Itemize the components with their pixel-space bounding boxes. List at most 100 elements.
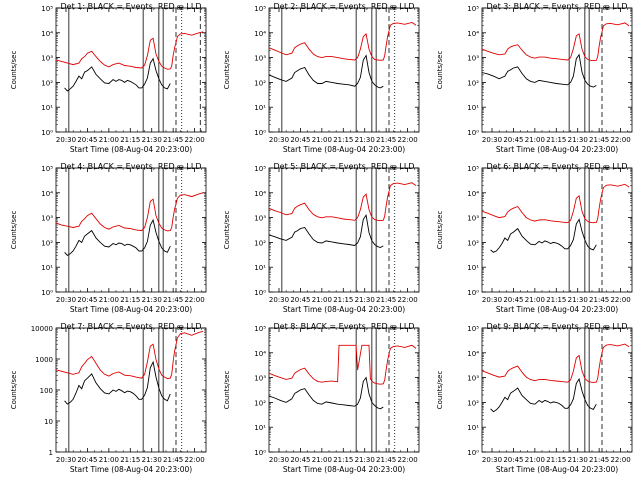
series-red-line — [481, 183, 630, 224]
detector-panel-3: 10⁰ 10¹ 10² 10³ 10⁴ 10⁵ 20:30 20:45 21:00 21:15 21… — [426, 0, 639, 160]
x-tick-label: 21:45 — [589, 136, 609, 144]
detector-panel-1: 10⁰ 10¹ 10² 10³ 10⁴ 10⁵ 20:30 20:45 21:00 21:15 21… — [0, 0, 213, 160]
x-tick-label: 21:15 — [546, 456, 566, 464]
x-tick-label: 20:45 — [503, 136, 523, 144]
y-axis-label: Counts/sec — [436, 211, 444, 250]
x-tick-label: 22:00 — [397, 296, 417, 304]
x-tick-label: 21:00 — [525, 296, 545, 304]
x-axis-label: Start Time (08-Aug-04 20:23:00) — [283, 305, 405, 314]
x-tick-label: 21:00 — [99, 456, 119, 464]
marker-label: 02 — [602, 325, 610, 332]
x-tick-label: 21:15 — [333, 296, 353, 304]
x-axis-label: Start Time (08-Aug-04 20:23:00) — [70, 305, 192, 314]
x-tick-label: 21:00 — [312, 136, 332, 144]
y-axis-label: Counts/sec — [10, 371, 18, 410]
x-tick-label: 21:00 — [312, 456, 332, 464]
x-tick-label: 20:45 — [290, 136, 310, 144]
marker-label: 02 — [176, 325, 184, 332]
y-tick-label: 10⁴ — [467, 30, 479, 38]
series-black-line — [481, 53, 597, 88]
y-tick-label: 10² — [41, 79, 53, 87]
y-tick-label: 10⁰ — [254, 129, 266, 137]
y-tick-label: 10¹ — [254, 104, 266, 112]
x-axis-label: Start Time (08-Aug-04 20:23:00) — [283, 145, 405, 154]
y-axis-label: Counts/sec — [223, 211, 231, 250]
y-tick-label: 1000 — [35, 356, 53, 364]
x-tick-label: 21:30 — [355, 136, 375, 144]
x-tick-label: 21:15 — [120, 296, 140, 304]
x-tick-label: 21:30 — [142, 456, 162, 464]
plot-frame — [55, 327, 207, 453]
x-tick-label: 22:00 — [610, 456, 630, 464]
y-tick-label: 10³ — [254, 215, 266, 223]
y-tick-label: 10³ — [467, 375, 479, 383]
x-tick-label: 21:15 — [546, 136, 566, 144]
plot-frame — [55, 167, 207, 293]
x-tick-label: 21:30 — [355, 456, 375, 464]
y-tick-label: 10⁵ — [254, 5, 266, 13]
x-tick-label: 20:45 — [503, 456, 523, 464]
panel-title: Det 2: BLACK = Events, RED = LLD — [274, 2, 415, 11]
y-tick-label: 10² — [254, 79, 266, 87]
panel-title: Det 3: BLACK = Events, RED = LLD — [487, 2, 628, 11]
y-tick-label: 100 — [40, 387, 53, 395]
x-tick-label: 21:00 — [99, 296, 119, 304]
x-tick-label: 20:30 — [482, 136, 502, 144]
y-tick-label: 10⁵ — [254, 325, 266, 333]
x-tick-label: 22:00 — [397, 136, 417, 144]
y-tick-label: 10⁴ — [254, 190, 266, 198]
y-tick-label: 10⁴ — [254, 350, 266, 358]
x-tick-label: 20:45 — [77, 296, 97, 304]
series-red-line — [481, 22, 630, 62]
x-axis-label: Start Time (08-Aug-04 20:23:00) — [283, 465, 405, 474]
detector-panel-2: 10⁰ 10¹ 10² 10³ 10⁴ 10⁵ 20:30 20:45 21:00 21:15 21… — [213, 0, 426, 160]
x-tick-label: 20:30 — [269, 456, 289, 464]
plot-frame — [268, 327, 420, 453]
x-tick-label: 20:30 — [482, 456, 502, 464]
detector-panel-4: 10⁰ 10¹ 10² 10³ 10⁴ 10⁵ 20:30 20:45 21:00 21:15 21… — [0, 160, 213, 320]
series-black-line — [64, 57, 171, 92]
series-black-line — [268, 214, 384, 248]
x-tick-label: 21:45 — [589, 456, 609, 464]
x-tick-label: 20:30 — [269, 136, 289, 144]
y-tick-label: 10⁵ — [41, 165, 53, 173]
x-axis-label: Start Time (08-Aug-04 20:23:00) — [496, 145, 618, 154]
x-tick-label: 21:45 — [376, 136, 396, 144]
x-axis-label: Start Time (08-Aug-04 20:23:00) — [496, 465, 618, 474]
plot-frame — [268, 167, 420, 293]
panel-title: Det 5: BLACK = Events, RED = LLD — [274, 162, 415, 171]
panel-title: Det 8: BLACK = Events, RED = LLD — [274, 322, 415, 331]
panel-title: Det 9: BLACK = Events, RED = LLD — [487, 322, 628, 331]
y-tick-label: 10² — [254, 239, 266, 247]
detector-panel-9: 10⁰ 10¹ 10² 10³ 10⁴ 10⁵ 20:30 20:45 21:00 21:15 21… — [426, 320, 639, 480]
series-red-line — [268, 22, 417, 61]
y-tick-label: 10¹ — [467, 424, 479, 432]
plot-frame — [481, 167, 633, 293]
x-tick-label: 21:30 — [568, 296, 588, 304]
y-tick-label: 10⁵ — [467, 5, 479, 13]
series-red-line — [55, 330, 204, 379]
x-tick-label: 21:45 — [376, 296, 396, 304]
panel-title: Det 7: BLACK = Events, RED = LLD — [61, 322, 202, 331]
series-black-line — [268, 54, 384, 89]
series-black-line — [490, 377, 597, 413]
x-tick-label: 21:15 — [120, 136, 140, 144]
y-tick-label: 10¹ — [41, 264, 53, 272]
y-axis-label: Counts/sec — [223, 371, 231, 410]
detector-panel-5: 10⁰ 10¹ 10² 10³ 10⁴ 10⁵ 20:30 20:45 21:00 21:15 21… — [213, 160, 426, 320]
x-tick-label: 21:45 — [163, 136, 183, 144]
x-tick-label: 22:00 — [610, 296, 630, 304]
plot-frame — [481, 327, 633, 453]
x-tick-label: 20:30 — [56, 136, 76, 144]
y-tick-label: 10⁰ — [467, 129, 479, 137]
x-tick-label: 22:00 — [610, 136, 630, 144]
y-tick-label: 10² — [467, 239, 479, 247]
y-tick-label: 10³ — [467, 215, 479, 223]
marker-label: 02 — [389, 5, 397, 12]
detector-panel-8: 10⁰ 10¹ 10² 10³ 10⁴ 10⁵ 20:30 20:45 21:00 21:15 21… — [213, 320, 426, 480]
y-tick-label: 10⁰ — [467, 289, 479, 297]
